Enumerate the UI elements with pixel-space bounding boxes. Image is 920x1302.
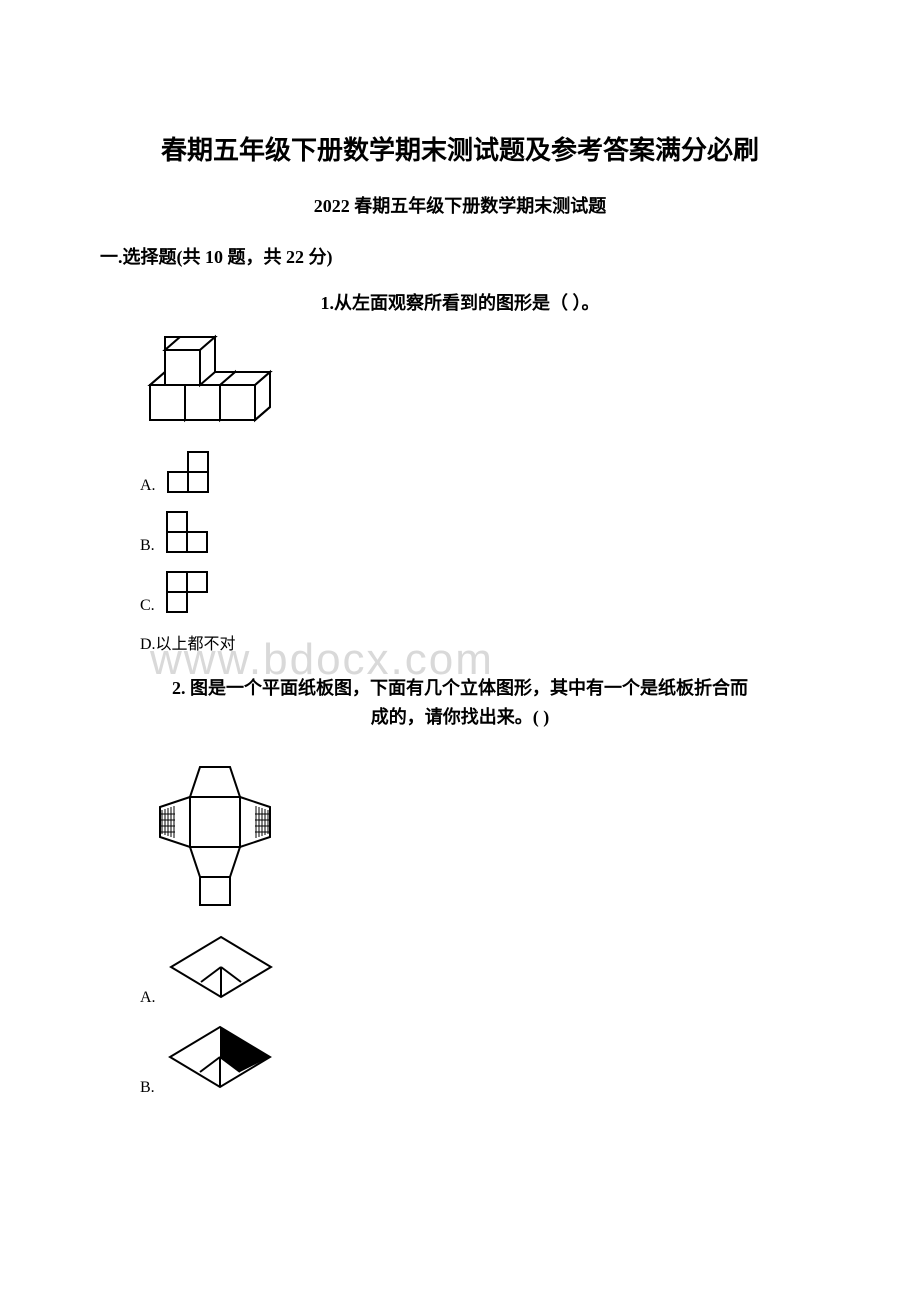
q1-option-c: C. (140, 570, 820, 615)
section-header: 一.选择题(共 10 题，共 22 分) (100, 243, 820, 269)
q2-option-a-label: A. (140, 989, 156, 1007)
question-1-text: 1.从左面观察所看到的图形是（ ）。 (100, 289, 820, 315)
q1-option-d: D.以上都不对 (140, 630, 820, 654)
option-c-figure (160, 570, 225, 615)
q1-option-a: A. (140, 450, 820, 495)
question-2-text: 2. 图是一个平面纸板图，下面有几个立体图形，其中有一个是纸板折合而 成的，请你… (100, 674, 820, 732)
main-title: 春期五年级下册数学期末测试题及参考答案满分必刷 (100, 130, 820, 167)
q2-line1: 2. 图是一个平面纸板图，下面有几个立体图形，其中有一个是纸板折合而 (100, 674, 820, 703)
q2-option-a: A. (140, 932, 820, 1007)
option-b-figure (160, 510, 220, 555)
subtitle: 2022 春期五年级下册数学期末测试题 (100, 192, 820, 218)
q2-main-figure (140, 742, 820, 917)
q2-option-a-figure (161, 932, 281, 1007)
q2-line2: 成的，请你找出来。( ) (100, 703, 820, 732)
q1-main-figure (140, 330, 820, 435)
document-content: 春期五年级下册数学期末测试题及参考答案满分必刷 2022 春期五年级下册数学期末… (100, 130, 820, 1097)
option-a-label: A. (140, 477, 156, 495)
q2-option-b-figure (160, 1022, 280, 1097)
option-c-label: C. (140, 597, 155, 615)
q1-option-b: B. (140, 510, 820, 555)
q2-option-b-label: B. (140, 1079, 155, 1097)
option-a-figure (161, 450, 221, 495)
option-b-label: B. (140, 537, 155, 555)
q2-option-b: B. (140, 1022, 820, 1097)
